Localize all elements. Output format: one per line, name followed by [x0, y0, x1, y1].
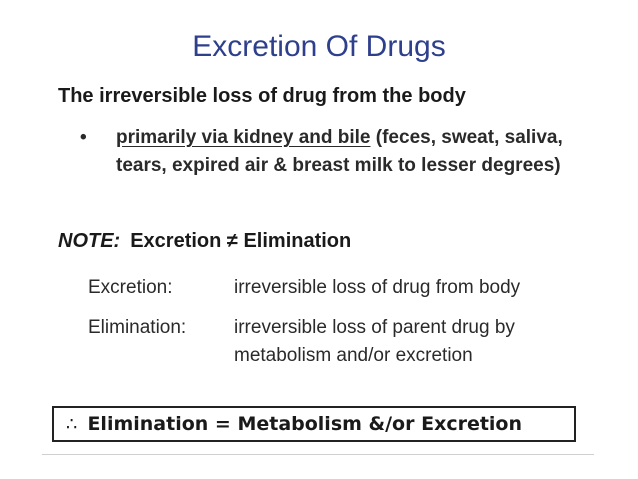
bullet-rest-text: (feces, sweat, saliva, tears, expired ai… [116, 127, 563, 176]
bullet-marker: • [80, 127, 87, 148]
definition-term: Excretion: [88, 277, 173, 298]
definition-term: Elimination: [88, 317, 187, 338]
definition-desc: irreversible loss of drug from body [234, 277, 521, 298]
conclusion-box: ∴ Elimination = Metabolism &/or Excretio… [52, 406, 576, 442]
therefore-symbol: ∴ [66, 413, 78, 435]
footer-divider [42, 454, 594, 455]
lead-statement: The irreversible loss of drug from the b… [58, 85, 466, 107]
note-line: NOTE: Excretion ≠ Elimination [58, 230, 351, 253]
note-text: Excretion ≠ Elimination [130, 230, 352, 252]
slide-title: Excretion Of Drugs [192, 30, 446, 63]
bullet-text: primarily via kidney and bile (feces, sw… [116, 124, 616, 180]
definition-desc: irreversible loss of parent drug by meta… [234, 317, 515, 366]
bullet-underlined-text: primarily via kidney and bile [116, 127, 371, 148]
note-label: NOTE: [58, 230, 121, 252]
conclusion-text: Elimination = Metabolism &/or Excretion [87, 413, 523, 435]
